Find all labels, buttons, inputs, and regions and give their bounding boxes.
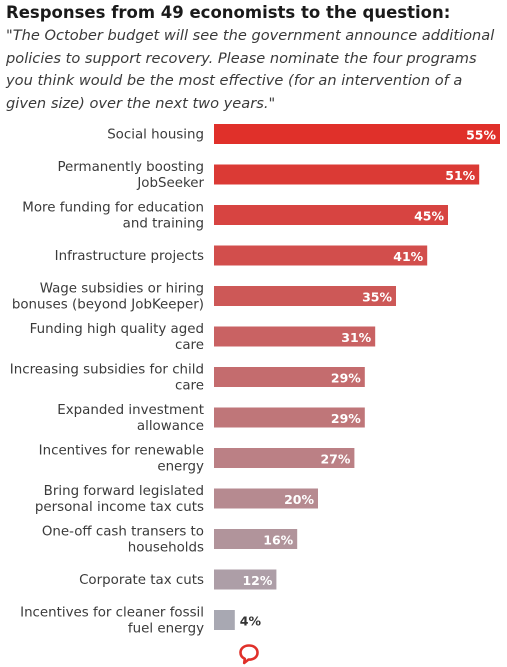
bar-row: 20% Bring forward legislated personal inco… — [35, 484, 318, 515]
value-label: 29% — [331, 411, 361, 426]
bar — [214, 569, 277, 590]
survey-question: "The October budget will see the governm… — [6, 27, 495, 112]
bar-row: 45% More funding for education and trainin… — [22, 201, 448, 232]
bar — [214, 610, 235, 630]
category-label: More funding for education and training — [22, 201, 204, 232]
bar-row: 55% Social housing — [107, 124, 500, 144]
value-label: 45% — [414, 209, 444, 224]
category-label: Incentives for renewable energy — [39, 444, 204, 475]
chart-title: Responses from 49 economists to the ques… — [6, 3, 451, 22]
value-label: 16% — [263, 533, 293, 548]
value-label: 12% — [242, 573, 272, 588]
bar — [214, 448, 355, 468]
bar — [214, 529, 298, 549]
value-label: 41% — [393, 249, 423, 264]
category-label: Wage subsidies or hiring bonuses (beyond … — [12, 282, 204, 313]
category-label: Bring forward legislated personal income … — [35, 484, 204, 515]
bar-row: 16% One-off cash transers to households — [42, 525, 298, 556]
bar — [214, 124, 500, 144]
value-label: 27% — [320, 452, 350, 467]
value-label: 20% — [284, 492, 314, 507]
bar-row: 29% Expanded investment allowance — [57, 403, 365, 434]
bar-row: 31% Funding high quality aged care — [30, 322, 376, 353]
bar-row: 12% Corporate tax cuts — [79, 569, 277, 590]
bar-row: 27% Incentives for renewable energy — [39, 444, 355, 475]
value-label: 51% — [445, 168, 475, 183]
category-label: One-off cash transers to households — [42, 525, 204, 556]
bar-row: 29% Increasing subsidies for child care — [10, 363, 365, 394]
category-label: Expanded investment allowance — [57, 403, 204, 434]
bar — [214, 488, 318, 509]
category-label: Incentives for cleaner fossil fuel energy — [20, 606, 204, 637]
bar — [214, 164, 480, 185]
bar — [214, 407, 365, 428]
value-label: 29% — [331, 371, 361, 386]
value-label: 31% — [341, 330, 371, 345]
value-label: 55% — [466, 128, 496, 143]
bar — [214, 245, 428, 266]
bar — [214, 205, 448, 225]
bar-row: 4% Incentives for cleaner fossil fuel ener… — [20, 606, 261, 637]
category-label: Increasing subsidies for child care — [10, 363, 204, 394]
value-label: 35% — [362, 290, 392, 305]
bar — [214, 367, 365, 387]
category-label: Corporate tax cuts — [79, 573, 204, 588]
bar-row: 41% Infrastructure projects — [55, 245, 428, 266]
bar-row: 51% Permanently boosting JobSeeker — [57, 160, 480, 191]
bar — [214, 326, 376, 347]
value-label: 4% — [240, 614, 262, 629]
category-label: Social housing — [107, 128, 204, 143]
speech-bubble-logo-icon — [239, 644, 259, 665]
bar — [214, 286, 396, 306]
category-label: Infrastructure projects — [55, 249, 204, 264]
category-label: Permanently boosting JobSeeker — [57, 160, 204, 191]
category-label: Funding high quality aged care — [30, 322, 204, 353]
bar-row: 35% Wage subsidies or hiring bonuses (beyo… — [12, 282, 396, 313]
